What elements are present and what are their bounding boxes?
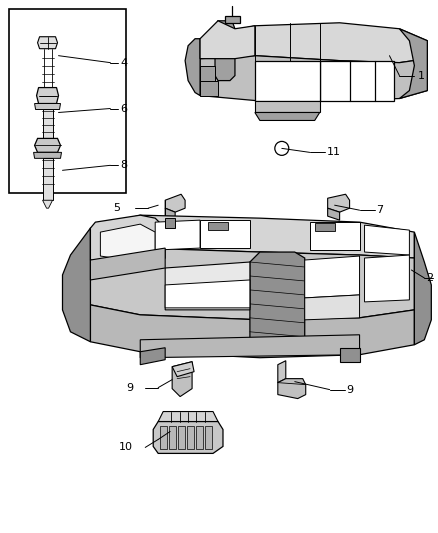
Polygon shape — [200, 66, 215, 80]
Polygon shape — [200, 21, 255, 59]
Text: 1: 1 — [417, 70, 424, 80]
Polygon shape — [414, 232, 431, 345]
Polygon shape — [250, 252, 305, 352]
Polygon shape — [185, 39, 200, 95]
Polygon shape — [165, 218, 175, 228]
Polygon shape — [90, 248, 165, 280]
Polygon shape — [255, 101, 320, 112]
Polygon shape — [225, 16, 240, 23]
Polygon shape — [153, 422, 223, 454]
Polygon shape — [37, 87, 59, 103]
Polygon shape — [208, 222, 228, 230]
Polygon shape — [255, 61, 320, 101]
Polygon shape — [196, 426, 203, 449]
Polygon shape — [42, 158, 53, 200]
Polygon shape — [160, 426, 167, 449]
Text: 7: 7 — [377, 205, 384, 215]
Polygon shape — [90, 215, 165, 268]
Polygon shape — [165, 262, 250, 310]
Polygon shape — [328, 208, 339, 220]
Polygon shape — [90, 305, 414, 358]
Polygon shape — [158, 411, 218, 422]
Polygon shape — [169, 426, 176, 449]
Polygon shape — [215, 21, 235, 80]
Polygon shape — [172, 362, 192, 397]
Text: 11: 11 — [327, 147, 341, 157]
Polygon shape — [34, 152, 61, 158]
Text: 5: 5 — [113, 203, 120, 213]
Polygon shape — [35, 139, 60, 152]
Text: 9: 9 — [346, 385, 354, 394]
Polygon shape — [278, 361, 286, 383]
Polygon shape — [90, 248, 414, 320]
Polygon shape — [399, 29, 427, 99]
Polygon shape — [339, 348, 360, 362]
Polygon shape — [90, 215, 414, 260]
Polygon shape — [278, 378, 306, 399]
Polygon shape — [155, 220, 200, 250]
Polygon shape — [165, 194, 185, 212]
Polygon shape — [35, 103, 60, 109]
Polygon shape — [305, 295, 360, 320]
Polygon shape — [200, 220, 250, 248]
Polygon shape — [328, 194, 350, 212]
Text: 4: 4 — [120, 58, 127, 68]
Polygon shape — [42, 109, 53, 150]
Text: 2: 2 — [426, 273, 434, 283]
Polygon shape — [200, 80, 218, 95]
Polygon shape — [63, 228, 90, 342]
Text: 6: 6 — [120, 103, 127, 114]
Polygon shape — [205, 426, 212, 449]
Polygon shape — [200, 23, 427, 63]
Polygon shape — [172, 362, 194, 377]
Polygon shape — [178, 426, 185, 449]
Polygon shape — [305, 256, 360, 298]
Polygon shape — [320, 61, 395, 101]
Polygon shape — [43, 93, 52, 101]
Polygon shape — [187, 426, 194, 449]
Polygon shape — [200, 55, 427, 101]
Polygon shape — [42, 200, 53, 208]
Polygon shape — [100, 224, 155, 262]
Text: 10: 10 — [119, 442, 133, 453]
Polygon shape — [314, 223, 335, 231]
Polygon shape — [364, 255, 410, 302]
Polygon shape — [255, 112, 320, 120]
Polygon shape — [38, 37, 57, 49]
Bar — [9, 9, 126, 193]
Polygon shape — [310, 222, 360, 250]
Polygon shape — [165, 208, 175, 220]
Text: 9: 9 — [126, 383, 133, 393]
Text: 8: 8 — [120, 160, 127, 171]
Polygon shape — [364, 225, 410, 255]
Polygon shape — [165, 280, 250, 308]
Polygon shape — [42, 150, 53, 157]
Polygon shape — [140, 348, 165, 365]
Polygon shape — [140, 335, 360, 358]
